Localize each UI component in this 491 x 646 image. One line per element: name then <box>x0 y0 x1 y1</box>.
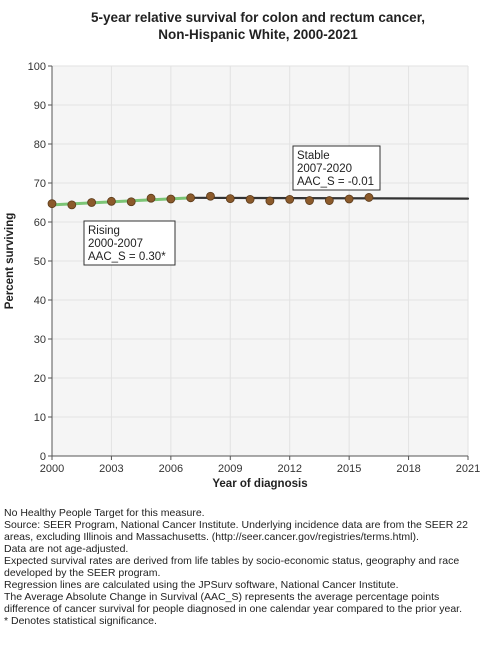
annotation-stable: Stable 2007-2020 AAC_S = -0.01 <box>292 145 381 191</box>
x-tick-label: 2015 <box>337 463 361 475</box>
data-point <box>305 196 314 205</box>
y-tick-label: 0 <box>40 451 46 463</box>
data-point <box>87 198 97 207</box>
data-point <box>344 194 354 204</box>
footnote-healthy-people: No Healthy People Target for this measur… <box>4 507 205 519</box>
y-tick-label: 30 <box>34 334 46 346</box>
data-point <box>265 196 275 206</box>
annotation-stable-line-3: AAC_S = -0.01 <box>297 176 374 188</box>
x-axis-label: Year of diagnosis <box>212 478 307 490</box>
x-tick-label: 2009 <box>218 463 242 475</box>
y-tick-label: 100 <box>28 61 46 73</box>
footnote-expected-survival: Expected survival rates are derived from… <box>4 555 460 579</box>
data-point <box>324 196 334 205</box>
data-point <box>126 197 136 207</box>
data-point <box>47 199 57 209</box>
footnotes: No Healthy People Target for this measur… <box>4 507 488 627</box>
annotation-rising-box <box>83 220 176 266</box>
x-tick-label: 2018 <box>396 463 420 475</box>
survival-chart: 5-year relative survival for colon and r… <box>4 10 480 490</box>
footnote-source: Source: SEER Program, National Cancer In… <box>4 519 468 543</box>
chart-title-line-2: Non-Hispanic White, 2000-2021 <box>158 27 358 42</box>
data-point <box>285 194 295 204</box>
y-tick-label: 90 <box>34 100 46 112</box>
annotation-rising-line-3: AAC_S = 0.30* <box>88 251 166 263</box>
x-tick-label: 2012 <box>277 463 301 475</box>
x-tick-label: 2006 <box>159 463 183 475</box>
data-point <box>364 193 374 202</box>
y-axis-label: Percent surviving <box>4 213 16 310</box>
x-tick-label: 2003 <box>99 463 123 475</box>
footnote-significance: * Denotes statistical significance. <box>4 615 157 627</box>
chart-title-line-1: 5-year relative survival for colon and r… <box>91 10 425 25</box>
data-point <box>107 196 116 206</box>
y-tick-label: 80 <box>34 139 46 151</box>
annotation-stable-line-1: Stable <box>297 150 330 162</box>
y-tick-label: 10 <box>34 412 46 424</box>
annotation-rising: Rising 2000-2007 AAC_S = 0.30* <box>83 220 176 266</box>
y-tick-label: 60 <box>34 217 46 229</box>
data-point <box>245 194 255 204</box>
annotation-stable-box <box>292 145 381 191</box>
data-point <box>225 194 235 204</box>
data-point <box>206 191 215 201</box>
data-point <box>186 193 196 203</box>
footnote-age-adjusted: Data are not age-adjusted. <box>4 543 129 555</box>
data-point <box>166 194 176 204</box>
x-tick-label: 2000 <box>40 463 64 475</box>
observed-points <box>47 191 374 210</box>
y-tick-label: 20 <box>34 373 46 385</box>
annotation-stable-line-2: 2007-2020 <box>297 163 352 175</box>
data-point <box>146 193 156 203</box>
footnote-regression: Regression lines are calculated using th… <box>4 579 399 591</box>
y-tick-label: 50 <box>34 256 46 268</box>
x-tick-label: 2021 <box>456 463 480 475</box>
y-tick-label: 70 <box>34 178 46 190</box>
data-point <box>67 200 77 210</box>
annotation-rising-line-1: Rising <box>88 225 120 237</box>
y-tick-label: 40 <box>34 295 46 307</box>
footnote-aac: The Average Absolute Change in Survival … <box>4 591 462 615</box>
annotation-rising-line-2: 2000-2007 <box>88 238 143 250</box>
x-axis-ticks: 2000 2003 2006 2009 2012 2015 2018 2021 <box>40 456 480 475</box>
y-axis-ticks: 0 10 20 30 40 50 60 70 80 90 100 <box>28 61 52 463</box>
gridlines <box>51 65 469 457</box>
